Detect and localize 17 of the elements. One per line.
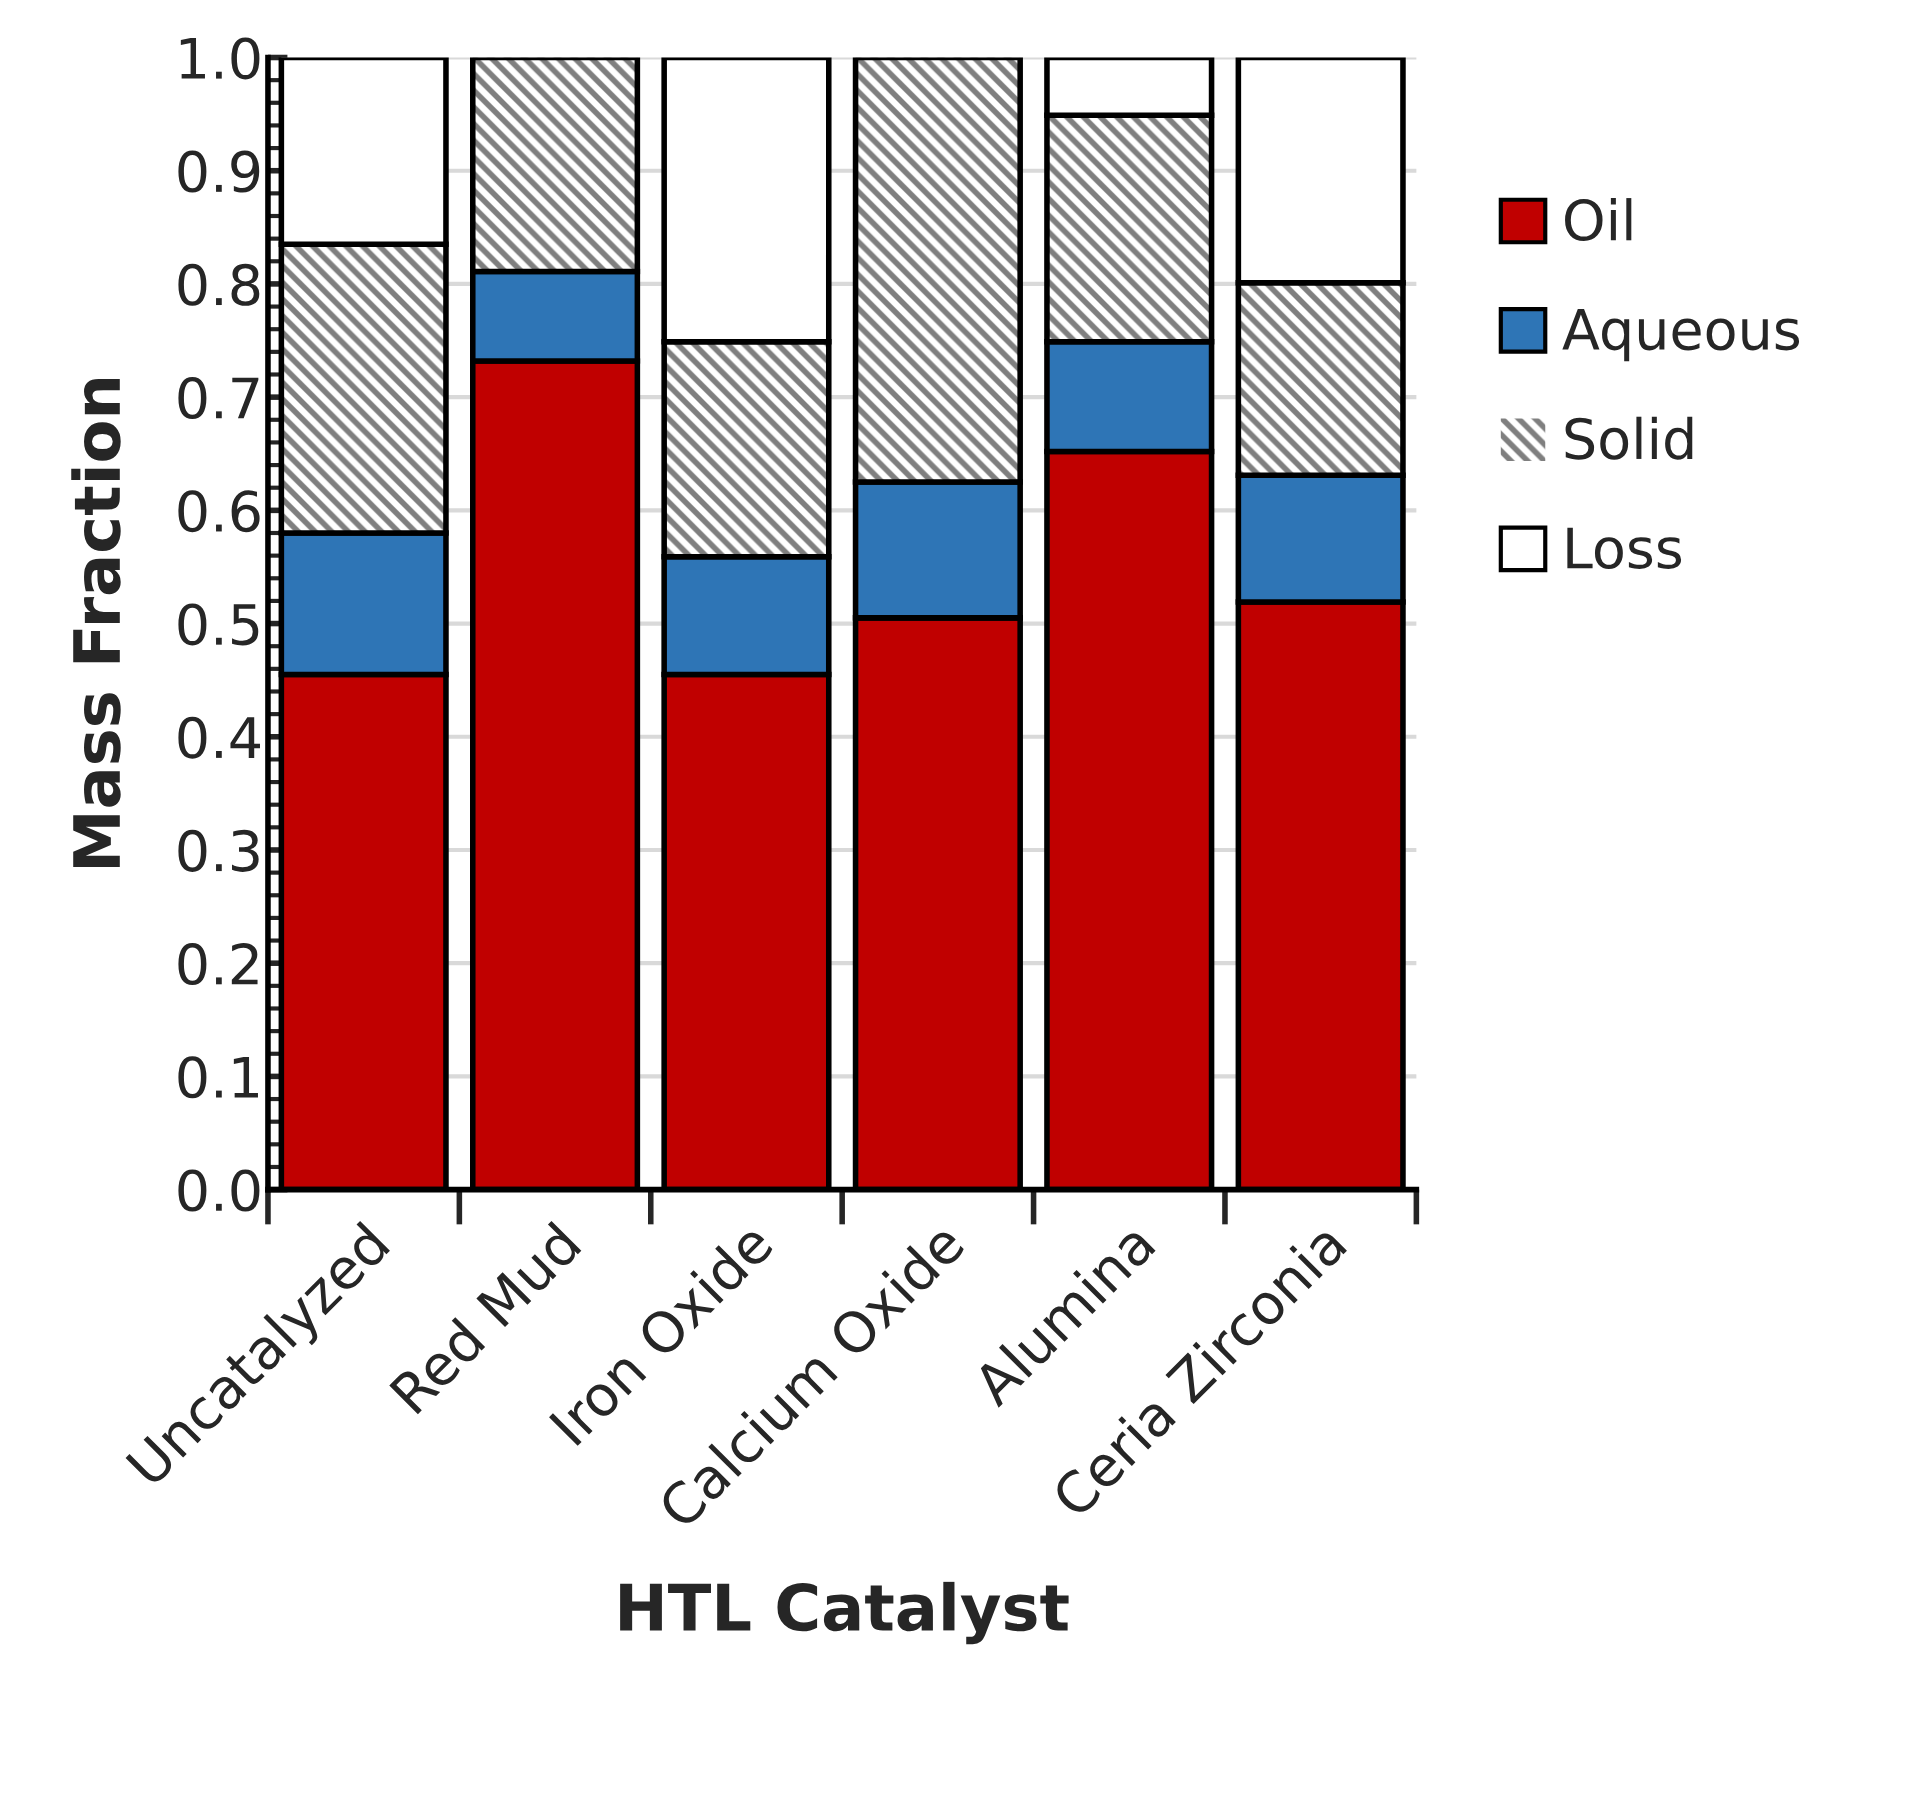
y-tick-label: 0.2 <box>178 943 258 986</box>
y-tick-label: 0.3 <box>178 829 259 872</box>
y-tick-label: 0.0 <box>178 1169 260 1212</box>
y-tick-label: 1.0 <box>180 37 260 80</box>
legend-label: Loss <box>1567 527 1682 570</box>
x-axis-title: HTL Catalyst <box>620 1581 1069 1645</box>
y-tick-label: 0.9 <box>178 150 260 193</box>
legend-label: Solid <box>1565 416 1693 460</box>
y-axis-title: Mass Fraction <box>71 379 121 868</box>
y-tick-label: 0.4 <box>178 716 260 759</box>
legend-label: Oil <box>1565 198 1632 242</box>
y-tick-label: 0.5 <box>178 603 259 646</box>
y-tick-label: 0.8 <box>178 263 260 306</box>
y-tick-label: 0.7 <box>178 377 259 420</box>
y-tick-label: 0.1 <box>178 1056 258 1099</box>
legend-label: Aqueous <box>1562 309 1800 362</box>
y-tick-label: 0.6 <box>178 490 260 533</box>
